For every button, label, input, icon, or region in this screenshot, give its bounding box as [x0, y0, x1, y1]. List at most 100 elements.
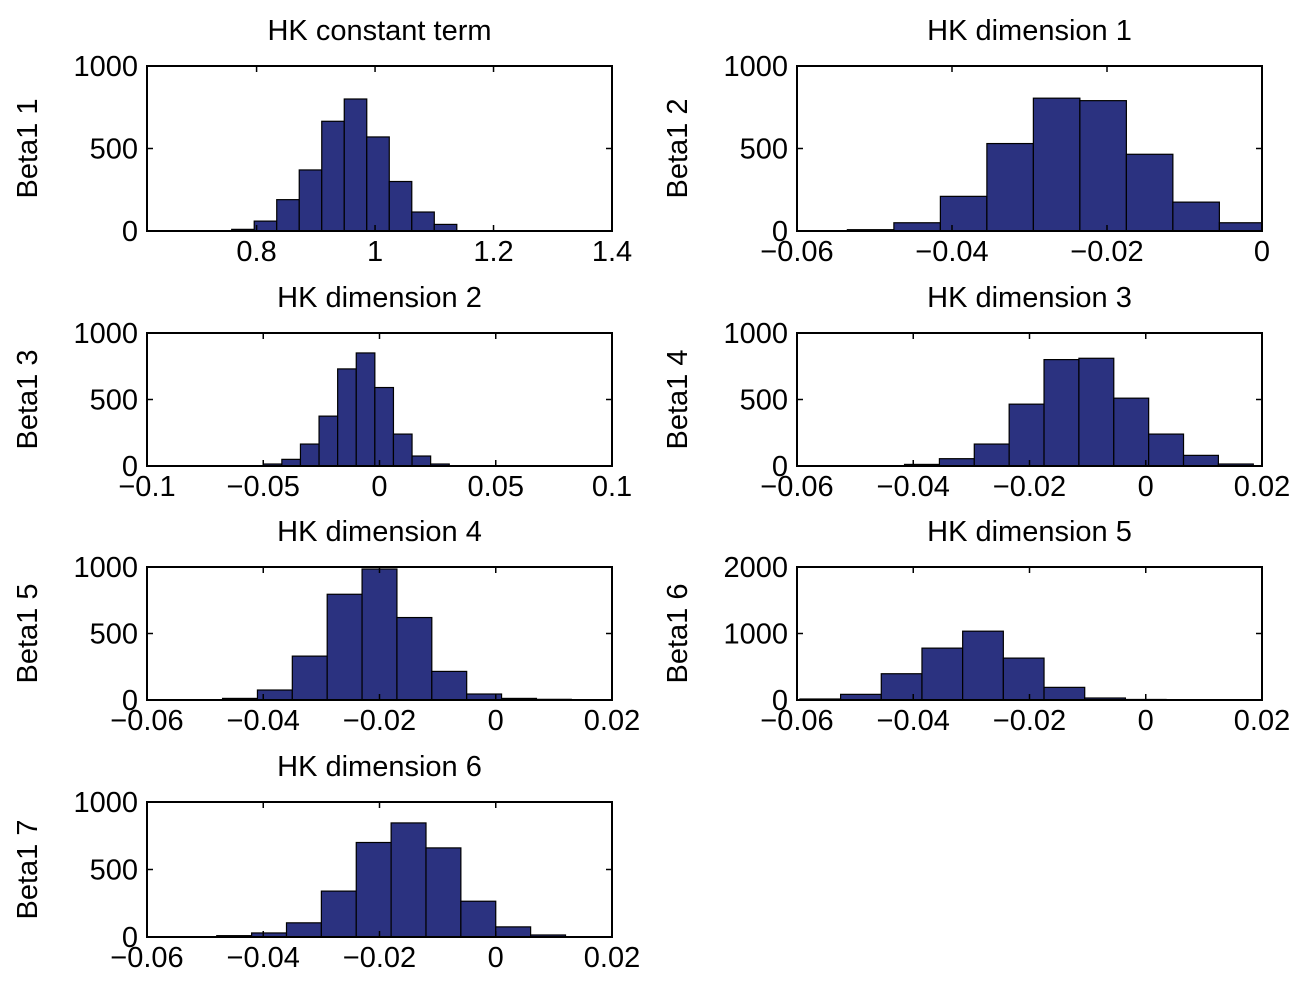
y-tick-label: 0	[122, 922, 138, 954]
histogram-bar	[396, 616, 433, 701]
histogram-bar	[893, 222, 941, 232]
histogram-bar	[366, 136, 390, 232]
y-tick-label: 1000	[723, 318, 788, 350]
histogram-bar	[880, 673, 923, 701]
x-tick-label: −0.04	[915, 236, 988, 268]
x-tick-label: −0.02	[343, 705, 416, 737]
histogram-panel: −0.1 −0.05 0 0.05 0.1 0 500 1000 HK dimension 2 B…	[12, 282, 632, 503]
histogram-bar	[321, 120, 345, 232]
panel-title: HK constant term	[267, 15, 491, 47]
histogram-bar	[495, 926, 532, 938]
histogram-bar	[425, 847, 462, 938]
x-tick-label: 0.02	[1234, 705, 1290, 737]
histogram-bar	[291, 655, 328, 701]
x-tick-label: 0.02	[584, 942, 640, 974]
histogram-bar	[939, 195, 988, 232]
histogram-bar	[285, 922, 322, 938]
x-tick-label: 0.02	[584, 705, 640, 737]
x-tick-label: −0.02	[343, 942, 416, 974]
panel-title: HK dimension 4	[277, 516, 482, 548]
x-tick-label: −0.06	[760, 471, 833, 503]
panel-title: HK dimension 2	[277, 282, 482, 314]
panel-title: HK dimension 3	[927, 282, 1132, 314]
x-tick-label: 0	[371, 471, 387, 503]
x-tick-label: 0	[1254, 236, 1270, 268]
x-tick-label: −0.1	[118, 471, 175, 503]
y-axis-label: Beta1 6	[662, 584, 694, 684]
histogram-bar	[253, 220, 278, 232]
panel-title: HK dimension 1	[927, 15, 1132, 47]
y-tick-label: 0	[122, 685, 138, 717]
histogram-bar	[1182, 454, 1220, 467]
x-tick-label: 0.1	[592, 471, 632, 503]
x-tick-label: 0	[488, 942, 504, 974]
y-tick-label: 0	[772, 216, 788, 248]
histogram-bar	[1032, 97, 1081, 232]
panel-title: HK dimension 5	[927, 516, 1132, 548]
histogram-bar	[411, 211, 435, 232]
x-tick-label: 1.4	[592, 236, 632, 268]
x-tick-label: 0	[1138, 471, 1154, 503]
x-tick-label: −0.06	[760, 236, 833, 268]
y-tick-label: 0	[772, 685, 788, 717]
x-tick-label: −0.04	[227, 705, 300, 737]
histogram-bar	[1043, 686, 1086, 701]
y-tick-label: 0	[772, 451, 788, 483]
x-tick-label: 0	[1138, 705, 1154, 737]
histogram-bar	[938, 458, 975, 467]
y-tick-label: 1000	[723, 619, 788, 651]
histogram-bar	[1008, 403, 1045, 467]
histogram-bar	[460, 900, 497, 938]
x-tick-label: 0.05	[468, 471, 524, 503]
histogram-bar	[1078, 357, 1115, 467]
histogram-bar	[1002, 657, 1045, 701]
y-tick-label: 1000	[73, 51, 138, 83]
histogram-bar	[355, 352, 376, 467]
x-tick-label: −0.02	[1070, 236, 1143, 268]
histogram-panel: −0.06 −0.04 −0.02 0 0.02 0 500 1000 HK dimension…	[12, 751, 640, 974]
x-tick-label: 1	[367, 236, 383, 268]
panel-title: HK dimension 6	[277, 751, 482, 783]
y-tick-label: 0	[122, 216, 138, 248]
histogram-bar	[343, 98, 368, 232]
histogram-bar	[320, 890, 357, 938]
y-tick-label: 500	[740, 134, 788, 166]
histogram-bar	[973, 443, 1010, 467]
histogram-bar	[390, 822, 427, 938]
histogram-bar	[374, 386, 395, 467]
x-tick-label: 1.2	[473, 236, 513, 268]
histogram-bar	[361, 568, 398, 701]
y-axis-label: Beta1 4	[662, 350, 694, 450]
histogram-panel: −0.06 −0.04 −0.02 0 0.02 0 500 1000 HK dimension…	[662, 282, 1290, 503]
histogram-bar	[1043, 359, 1080, 467]
x-tick-label: −0.06	[110, 705, 183, 737]
y-tick-label: 2000	[723, 552, 788, 584]
y-tick-label: 1000	[73, 318, 138, 350]
histogram-panel: 0.8 1 1.2 1.4 0 500 1000 HK constant term Beta1 …	[12, 15, 632, 268]
x-tick-label: 0	[488, 705, 504, 737]
histogram-bar	[1172, 201, 1220, 232]
x-tick-label: −0.05	[227, 471, 300, 503]
histogram-bar	[921, 647, 964, 701]
histogram-bar	[337, 368, 357, 467]
histogram-bar	[1148, 433, 1185, 467]
y-axis-label: Beta1 7	[12, 820, 44, 920]
histogram-bar	[431, 670, 468, 701]
histogram-bar	[1218, 222, 1263, 232]
histogram-bar	[318, 415, 339, 467]
histogram-bar	[392, 433, 413, 467]
histogram-bar	[298, 169, 323, 232]
histogram-bar	[388, 180, 413, 232]
histogram-bar	[1125, 153, 1174, 232]
x-tick-label: −0.04	[227, 942, 300, 974]
histogram-bar	[962, 630, 1004, 701]
y-tick-label: 1000	[723, 51, 788, 83]
y-tick-label: 1000	[73, 787, 138, 819]
x-tick-label: −0.02	[993, 705, 1066, 737]
y-tick-label: 500	[90, 619, 138, 651]
histogram-bar	[299, 443, 320, 467]
y-axis-label: Beta1 5	[12, 584, 44, 684]
y-tick-label: 1000	[73, 552, 138, 584]
histogram-bar	[1079, 100, 1127, 232]
